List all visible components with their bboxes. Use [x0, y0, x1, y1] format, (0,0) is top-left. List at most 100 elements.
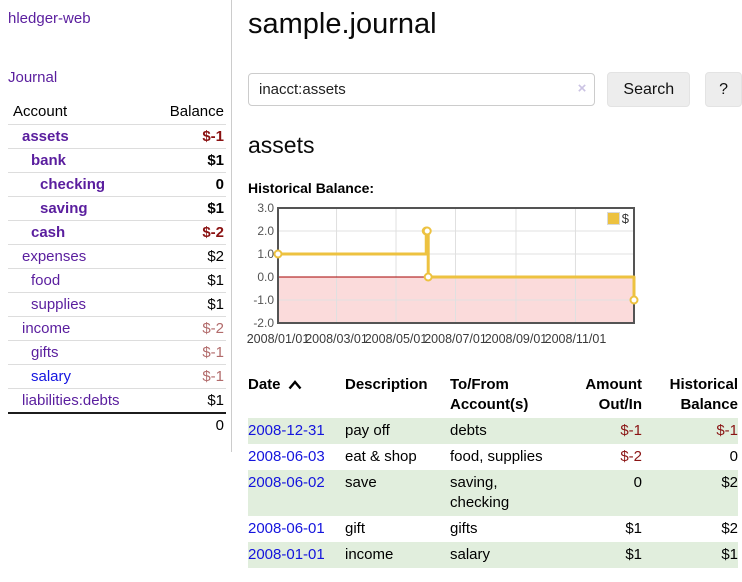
account-link[interactable]: checking: [40, 176, 106, 193]
transaction-description: gift: [345, 520, 366, 537]
sidebar: hledger-web Journal Account Balance asse…: [0, 0, 232, 452]
account-balance: $-1: [152, 340, 226, 365]
transaction-amount: $-2: [620, 448, 642, 465]
account-balance: $-2: [152, 316, 226, 341]
account-balance: $-1: [152, 364, 226, 389]
x-axis-tick-label: 2008/07/01: [424, 332, 487, 346]
register-header-date[interactable]: Date: [248, 372, 345, 418]
account-row: supplies $1: [8, 292, 226, 317]
historical-balance-chart: $ 3.0 2.0 1.0 0.0 -1.0 -2.0 2008/01/01 2008/03/…: [246, 201, 742, 351]
search-input[interactable]: [248, 73, 596, 106]
register-row: 2008-06-03 eat & shop food, supplies $-2…: [248, 444, 738, 470]
account-balance: $-1: [152, 124, 226, 149]
accounts-header-account: Account: [8, 99, 153, 125]
y-axis-tick-label: 0.0: [257, 270, 274, 284]
transaction-description: pay off: [345, 422, 390, 439]
y-axis-tick-label: 2.0: [257, 224, 274, 238]
chart-plot-area[interactable]: $: [273, 207, 639, 324]
x-axis-tick-label: 2008/09/01: [484, 332, 548, 346]
help-button[interactable]: ?: [705, 72, 742, 107]
x-axis-tick-label: 2008/11/01: [544, 332, 607, 346]
x-axis-tick-label: 2008/01/01: [246, 332, 310, 346]
brand-link[interactable]: hledger-web: [8, 10, 91, 27]
account-link[interactable]: gifts: [31, 344, 59, 361]
account-row: bank $1: [8, 148, 226, 173]
transaction-date-link[interactable]: 2008-06-01: [248, 520, 325, 537]
account-row: income $-2: [8, 316, 226, 341]
y-axis-tick-label: -1.0: [253, 293, 274, 307]
account-balance: $1: [152, 148, 226, 173]
account-row: food $1: [8, 268, 226, 293]
search-button[interactable]: Search: [607, 72, 691, 107]
transaction-description: income: [345, 546, 394, 563]
register-header-date-label: Date: [248, 376, 281, 393]
transaction-description: save: [345, 474, 377, 491]
account-link[interactable]: cash: [31, 224, 66, 241]
transaction-date-link[interactable]: 2008-06-03: [248, 448, 325, 465]
account-row: salary $-1: [8, 364, 226, 389]
transaction-date-link[interactable]: 2008-12-31: [248, 422, 325, 439]
register-header-description: Description: [345, 376, 428, 393]
account-balance: 0: [152, 172, 226, 197]
register-row: 2008-12-31 pay off debts $-1 $-1: [248, 418, 738, 444]
transaction-balance: 0: [729, 448, 738, 465]
register-header-row: Date Description To/From Account(s) Amou…: [248, 372, 738, 418]
register-header-balance: Historical Balance: [669, 376, 738, 413]
accounts-total-value: 0: [8, 412, 226, 437]
transaction-accounts: debts: [450, 422, 487, 439]
account-row: checking 0: [8, 172, 226, 197]
account-balance: $2: [152, 244, 226, 269]
transaction-balance: $-1: [716, 422, 738, 439]
account-link[interactable]: expenses: [22, 248, 87, 265]
transaction-accounts: gifts: [450, 520, 478, 537]
account-row: liabilities:debts $1: [8, 388, 226, 414]
y-axis-tick-label: 3.0: [257, 201, 274, 215]
y-axis-tick-label: 1.0: [257, 247, 274, 261]
transaction-accounts: food, supplies: [450, 448, 543, 465]
account-balance: $1: [152, 292, 226, 317]
account-balance: $1: [152, 268, 226, 293]
account-link[interactable]: bank: [31, 152, 67, 169]
search-form: × Search ?: [248, 72, 742, 107]
transaction-accounts: saving, checking: [450, 474, 510, 511]
chart-title: Historical Balance:: [248, 180, 375, 196]
account-balance: $1: [152, 196, 226, 221]
account-link[interactable]: income: [22, 320, 71, 337]
account-link[interactable]: salary: [31, 368, 72, 385]
accounts-header-balance: Balance: [152, 99, 226, 125]
y-axis-tick-label: -2.0: [253, 316, 274, 330]
register-header-amount: Amount Out/In: [585, 376, 642, 413]
register-row: 2008-06-02 save saving, checking 0 $2: [248, 470, 738, 516]
transaction-date-link[interactable]: 2008-01-01: [248, 546, 325, 563]
transaction-balance: $1: [721, 546, 738, 563]
x-axis-tick-label: 2008/03/01: [305, 332, 368, 346]
register-table: Date Description To/From Account(s) Amou…: [248, 372, 738, 568]
register-row: 2008-01-01 income salary $1 $1: [248, 542, 738, 568]
legend-swatch-icon: [606, 212, 620, 225]
account-link[interactable]: food: [31, 272, 61, 289]
chart-legend: $: [606, 211, 629, 226]
account-link[interactable]: supplies: [31, 296, 87, 313]
x-axis-tick-label: 2008/05/01: [364, 332, 428, 346]
transaction-accounts: salary: [450, 546, 491, 563]
sort-ascending-icon: [288, 380, 301, 390]
account-link[interactable]: assets: [22, 128, 69, 145]
transaction-balance: $2: [721, 474, 738, 491]
register-row: 2008-06-01 gift gifts $1 $2: [248, 516, 738, 542]
transaction-date-link[interactable]: 2008-06-02: [248, 474, 325, 491]
account-link[interactable]: liabilities:debts: [22, 392, 120, 409]
account-balance: $-2: [152, 220, 226, 245]
accounts-table: Account Balance assets $-1 bank $1 check…: [8, 99, 226, 437]
account-row: saving $1: [8, 196, 226, 221]
account-link[interactable]: saving: [40, 200, 88, 217]
search-box: ×: [248, 73, 596, 106]
sidebar-item-journal[interactable]: Journal: [8, 69, 58, 86]
transaction-amount: $-1: [620, 422, 642, 439]
account-row: cash $-2: [8, 220, 226, 245]
clear-search-icon[interactable]: ×: [577, 80, 587, 97]
transaction-balance: $2: [721, 520, 738, 537]
account-heading: assets: [248, 132, 315, 158]
account-row: assets $-1: [8, 124, 226, 149]
transaction-amount: $1: [625, 546, 642, 563]
accounts-header-row: Account Balance: [8, 99, 226, 125]
